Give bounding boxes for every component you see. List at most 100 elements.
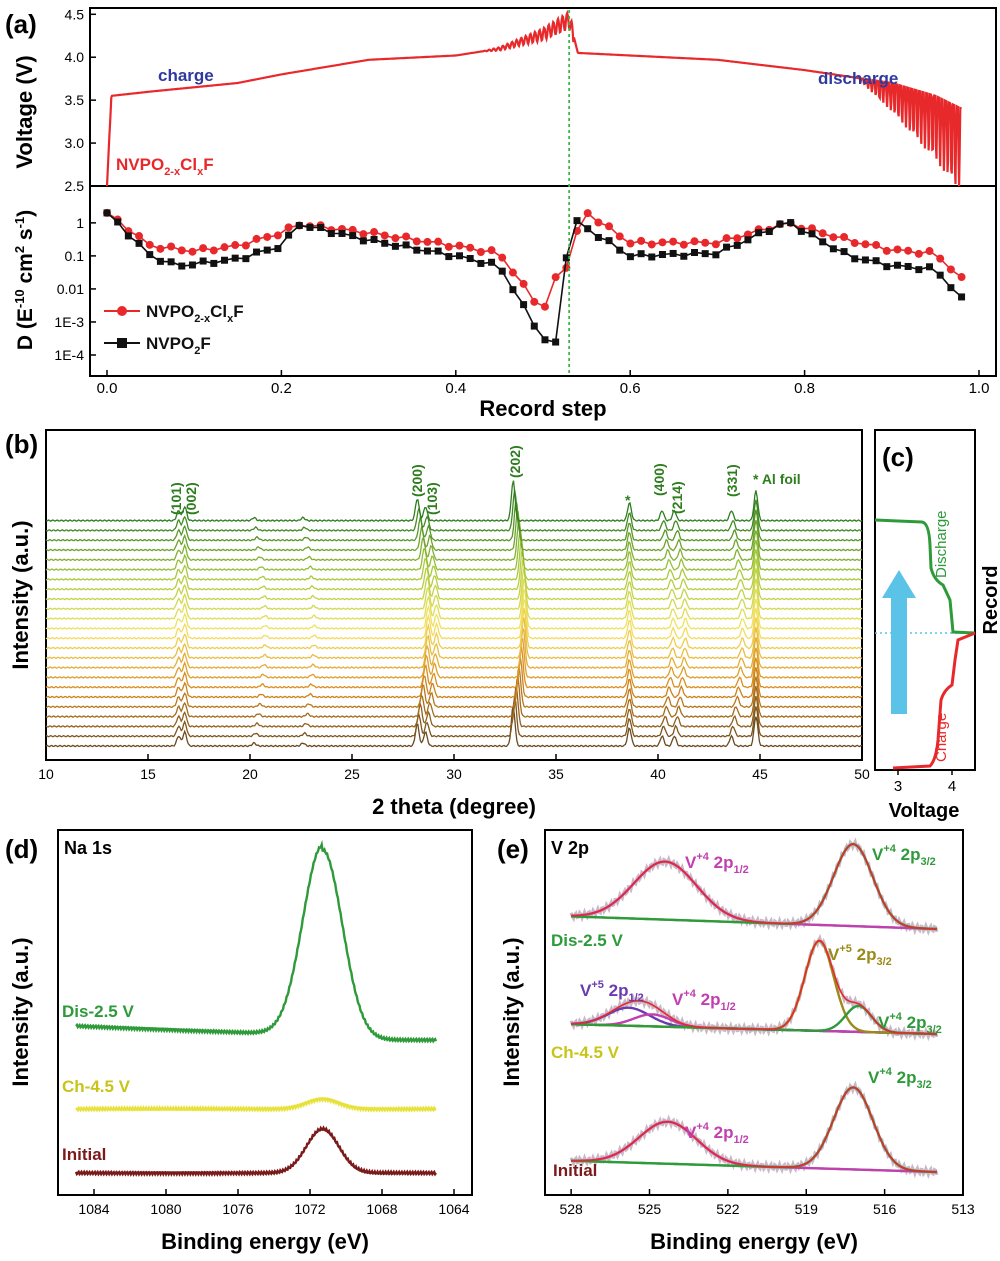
diffusion-point [723, 243, 731, 251]
be-tick-label-e: 528 [559, 1201, 583, 1217]
panel-d-frame [57, 829, 473, 1196]
voltage-axis-ticks: 2.5 3.0 3.5 4.0 4.5 [65, 6, 96, 194]
diffusion-point [519, 279, 528, 288]
diffusion-point [263, 246, 271, 254]
discharge-label: Discharge [933, 510, 950, 578]
diffusion-point [765, 228, 773, 236]
panel-d-letter: (d) [5, 834, 38, 864]
two-theta-tick-label: 25 [344, 766, 360, 782]
v2p-component [571, 1086, 937, 1174]
panel-c-letter: (c) [882, 442, 914, 472]
diffusion-point [712, 251, 720, 259]
diffusion-point [776, 220, 784, 228]
diffusion-point [391, 234, 400, 243]
intensity-axis-label-d: Intensity (a.u.) [8, 937, 33, 1086]
diffusion-point [819, 238, 827, 246]
record-axis-label: Record [980, 566, 1000, 635]
diffusion-axis-ticks: 1E-4 1E-3 0.01 0.1 1 [54, 215, 96, 363]
diffusion-point [679, 240, 688, 249]
diffusion-point [338, 229, 346, 237]
diffusion-point [317, 224, 325, 232]
diffusion-point [477, 259, 485, 267]
diffusion-point [552, 338, 560, 346]
xrd-pattern-line [45, 666, 863, 709]
xrd-pattern-line [45, 617, 863, 660]
label-initial-e: Initial [553, 1161, 597, 1180]
be-tick-label-d: 1084 [78, 1201, 109, 1217]
diffusion-point [509, 286, 517, 294]
record-step-tick-label: 1.0 [969, 380, 990, 397]
diffusion-point [349, 232, 357, 240]
diffusion-point [252, 234, 261, 243]
diffusion-tick-label: 0.01 [57, 281, 84, 297]
diffusion-point [957, 273, 966, 282]
panel-a: (a) 2.5 3.0 3.5 4.0 4.5 1E-4 1E-3 0.01 0.1 1 0.0… [5, 6, 997, 421]
diffusion-point [487, 246, 496, 255]
diffusion-point [915, 266, 923, 274]
voltage-tick-label: 4.0 [65, 49, 85, 65]
diffusion-point [691, 248, 699, 256]
diffusion-point [466, 255, 474, 263]
panel-c: (c) Discharge Charge Record 3 4 Voltage [874, 429, 1000, 822]
record-step-tick-label: 0.2 [271, 380, 292, 397]
label-initial-d: Initial [62, 1145, 106, 1164]
be-tick-label-e: 519 [795, 1201, 819, 1217]
diffusion-point [669, 249, 677, 257]
diffusion-point [541, 336, 549, 344]
arrow-shaft [891, 596, 907, 714]
voltage-axis-label: Voltage (V) [12, 55, 37, 168]
peak-label-002: (002) [183, 482, 199, 515]
diffusion-point [359, 230, 368, 239]
be-tick-label-e: 522 [716, 1201, 740, 1217]
diffusion-point [605, 237, 613, 245]
diffusion-point [701, 238, 710, 247]
diffusion-tick-label: 0.1 [65, 248, 85, 264]
xrd-pattern-line [45, 626, 863, 669]
voltage-tick-label: 3.5 [65, 92, 85, 108]
peak-v4-2p12-init: V+4 2p1/2 [685, 1121, 749, 1146]
charge-annotation: charge [158, 66, 214, 85]
record-step-tick-label: 0.0 [97, 380, 118, 397]
diffusion-point [167, 242, 176, 251]
xrd-peak-labels: (101) (002) (200) (103) (202) * (400) (2… [168, 445, 801, 515]
label-ch-4-5v-e: Ch-4.5 V [551, 1043, 620, 1062]
label-ch-4-5v-d: Ch-4.5 V [62, 1077, 131, 1096]
diffusion-point [733, 241, 741, 249]
two-theta-axis-label: 2 theta (degree) [372, 794, 536, 819]
diffusion-point [551, 273, 560, 282]
diffusion-point [904, 246, 913, 255]
diffusion-point [402, 241, 410, 249]
diffusion-point [445, 253, 453, 261]
label-dis-2-5v-e: Dis-2.5 V [551, 931, 623, 950]
xrd-pattern-line [46, 637, 863, 679]
diffusion-point [381, 239, 389, 247]
diffusion-legend: NVPO2-xClxF NVPO2F [104, 302, 244, 357]
legend-label-nvpo2-xclxf: NVPO2-xClxF [146, 302, 244, 325]
diffusion-point [209, 246, 218, 255]
na1s-curve [74, 1125, 437, 1177]
panel-a-frame [89, 7, 997, 377]
charge-curve [892, 631, 976, 770]
diffusion-point [402, 232, 411, 241]
diffusion-point [456, 252, 464, 260]
xrd-pattern-line [45, 696, 863, 738]
diffusion-point [946, 265, 955, 274]
be-tick-label-d: 1068 [366, 1201, 397, 1217]
diffusion-point [114, 218, 122, 226]
diffusion-point [295, 222, 303, 230]
diffusion-series-nvpo2f [103, 209, 966, 346]
diffusion-point [274, 245, 282, 253]
diffusion-point [818, 229, 827, 238]
diffusion-point [669, 237, 678, 246]
diffusion-point [412, 237, 421, 246]
peak-v4-2p32-dis: V+4 2p3/2 [872, 843, 936, 868]
xrd-pattern-line [45, 489, 862, 532]
legend-marker-black [117, 338, 127, 348]
two-theta-tick-label: 30 [446, 766, 462, 782]
diffusion-point [861, 256, 869, 264]
xrd-pattern-line [45, 568, 863, 611]
diffusion-point [626, 253, 634, 261]
label-dis-2-5v-d: Dis-2.5 V [62, 1002, 134, 1021]
xrd-pattern-line [45, 510, 863, 552]
diffusion-point [893, 261, 901, 269]
